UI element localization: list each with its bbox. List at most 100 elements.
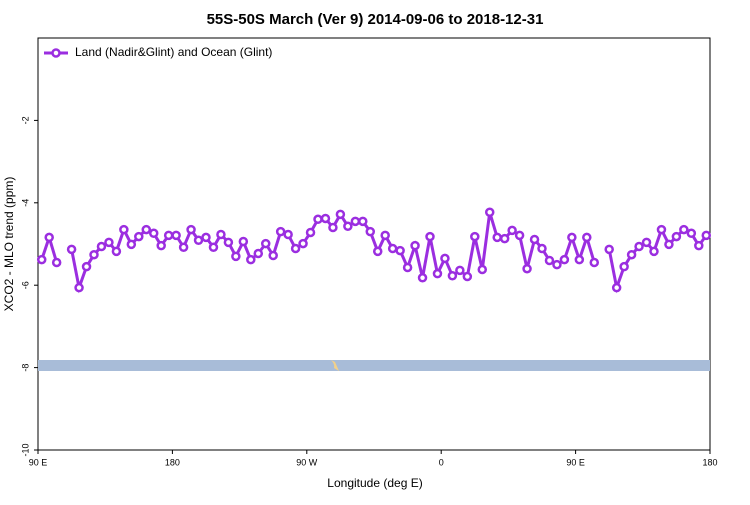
series-marker [171,230,181,241]
series-marker [290,243,301,254]
y-tick-label: -4 [20,199,30,207]
series-marker [462,271,473,282]
series-marker [148,228,159,239]
legend-label: Land (Nadir&Glint) and Ocean (Glint) [75,45,272,59]
series-marker [141,224,152,235]
series-marker [544,255,555,266]
series-marker [223,237,234,248]
series-marker [604,244,614,255]
series-marker [559,254,570,265]
series-marker [611,282,622,293]
map-land [331,360,339,371]
series-marker [589,257,600,268]
series-marker [119,224,129,235]
series-marker [246,254,256,265]
series-marker [537,243,547,254]
series-marker [664,239,674,250]
series-marker [514,230,525,241]
series-marker [686,228,697,239]
series-marker [260,238,271,249]
series-marker [163,230,174,241]
series-marker [186,224,196,235]
series-marker [81,261,92,272]
series-marker [522,263,532,274]
series-marker [582,232,592,243]
series-marker [358,216,368,227]
series-marker [619,261,629,272]
x-tick-label: 180 [165,457,180,467]
series-marker [238,236,249,247]
series-marker [701,230,712,241]
y-tick-label: -8 [20,364,30,372]
series-marker [372,246,383,257]
series-marker [193,235,204,246]
series-marker [350,216,361,227]
series-marker [111,246,122,257]
series-marker [440,253,450,264]
series-marker [268,250,278,261]
series-marker [313,214,323,225]
series-marker [484,207,495,218]
series-marker [641,237,652,248]
series-marker [208,242,219,253]
series-marker [455,265,465,276]
series-marker [402,262,413,273]
series-marker [626,249,637,260]
chart-title: 55S-50S March (Ver 9) 2014-09-06 to 2018… [207,11,544,28]
series-marker [275,226,286,237]
series-marker [283,229,293,240]
series-marker [134,231,144,242]
series-marker [671,231,682,242]
series-marker [178,242,189,253]
series-marker [656,224,667,235]
series-marker [104,237,114,248]
series-marker [328,222,338,233]
y-tick-label: -10 [20,443,30,456]
series-marker [380,230,390,241]
series-marker [679,224,689,235]
series-marker [417,273,428,283]
series-marker [365,226,376,237]
series-marker [74,282,84,293]
y-tick-label: -6 [20,281,30,289]
series-marker [44,232,54,243]
series-marker [574,254,585,265]
series-marker [567,232,577,243]
x-axis-label: Longitude (deg E) [327,476,422,490]
series-marker [634,241,644,252]
series-marker [395,245,405,256]
series-marker [201,232,211,243]
series-marker [335,209,346,220]
series-marker [216,229,226,240]
series-marker [432,268,443,279]
legend-marker [51,48,61,58]
series-marker [253,248,264,259]
series-marker [36,254,47,265]
x-tick-label: 0 [439,457,444,467]
series-marker [387,243,398,254]
x-tick-label: 90 W [296,457,318,467]
x-tick-label: 90 E [566,457,585,467]
series-marker [66,244,77,255]
y-tick-label: -2 [20,116,30,124]
x-tick-label: 180 [702,457,717,467]
map-strip [38,360,710,371]
series-marker [156,240,166,251]
series-marker [96,241,107,252]
series-marker [499,233,510,244]
series-marker [51,257,62,268]
series-marker [649,246,659,257]
series-marker [552,259,562,270]
series-marker [470,231,480,242]
y-axis-label: XCO2 - MLO trend (ppm) [2,177,16,312]
series-marker [343,221,353,232]
series-marker [305,227,316,238]
series-marker [298,238,308,249]
series-marker [410,240,420,251]
series-marker [694,240,704,251]
x-tick-label: 90 E [29,457,48,467]
series-marker [507,225,517,236]
series-marker [231,251,241,262]
series-marker [492,232,502,243]
